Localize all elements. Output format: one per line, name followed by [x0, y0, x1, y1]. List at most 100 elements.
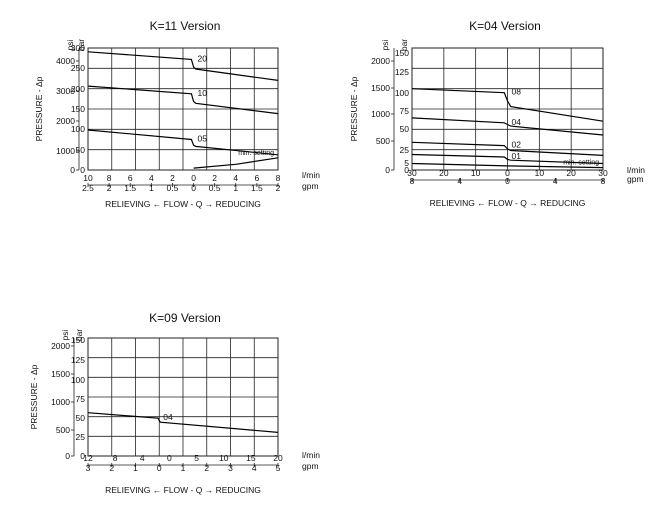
series-line-08: [411, 88, 604, 122]
bar-tick-label: 150: [71, 335, 85, 345]
plot-frame: [87, 337, 279, 457]
x-gpm-tick-label: 0.5: [167, 183, 179, 193]
bar-tick-label: 75: [400, 106, 410, 116]
x-lmin-tick-label: 2: [212, 173, 217, 183]
unit-bar: bar: [74, 329, 84, 341]
x-unit-gpm: gpm: [302, 461, 319, 471]
series-label: 05: [198, 134, 208, 144]
bar-tick-label: 50: [76, 145, 86, 155]
chart-title: K=09 Version: [149, 311, 221, 325]
flow-direction-label: RELIEVING ← FLOW - Q → REDUCING: [430, 198, 586, 208]
psi-tick-label: 1500: [51, 369, 70, 379]
x-lmin-tick-label: 20: [273, 453, 283, 463]
x-unit-gpm: gpm: [627, 174, 644, 184]
unit-bar: bar: [76, 39, 86, 51]
psi-tick-label: 0: [70, 165, 75, 175]
bar-tick-label: 75: [76, 394, 86, 404]
series-label: 04: [512, 117, 522, 127]
unit-bar: bar: [399, 39, 409, 51]
x-gpm-tick-label: 4: [553, 176, 558, 186]
unit-psi: psi: [60, 329, 70, 340]
x-lmin-tick-label: 10: [535, 168, 545, 178]
x-lmin-tick-label: 30: [598, 168, 608, 178]
x-gpm-tick-label: 2: [107, 183, 112, 193]
x-gpm-tick-label: 1: [181, 463, 186, 473]
x-lmin-tick-label: 0: [167, 453, 172, 463]
chart-title: K=04 Version: [469, 19, 541, 33]
bar-tick-label: 0: [80, 451, 85, 461]
bar-tick-label: 200: [71, 84, 85, 94]
psi-tick-label: 2000: [51, 341, 70, 351]
x-lmin-tick-label: 0: [505, 168, 510, 178]
x-lmin-tick-label: 8: [113, 453, 118, 463]
y-axis-label: PRESSURE - Δp: [34, 76, 44, 141]
series-label: 20: [198, 53, 208, 63]
psi-tick-label: 500: [376, 136, 390, 146]
series-label: 10: [198, 88, 208, 98]
bar-tick-label: 150: [395, 48, 409, 58]
bar-tick-label: 125: [71, 355, 85, 365]
psi-tick-label: 1000: [371, 109, 390, 119]
flow-direction-label: RELIEVING ← FLOW - Q → REDUCING: [105, 199, 261, 209]
x-unit-lmin: l/min: [302, 170, 320, 180]
series-line-04: [87, 412, 279, 433]
x-lmin-tick-label: 20: [439, 168, 449, 178]
x-gpm-tick-label: 8: [601, 176, 606, 186]
x-gpm-tick-label: 0.5: [209, 183, 221, 193]
plot-frame: [87, 47, 279, 171]
x-lmin-tick-label: 10: [83, 173, 93, 183]
x-gpm-tick-label: 0: [505, 176, 510, 186]
psi-tick-label: 1000: [51, 397, 70, 407]
x-lmin-tick-label: 4: [149, 173, 154, 183]
series-line-min-setting: [193, 157, 279, 169]
x-gpm-tick-label: 0: [191, 183, 196, 193]
x-gpm-tick-label: 3: [86, 463, 91, 473]
x-gpm-tick-label: 0: [157, 463, 162, 473]
x-lmin-tick-label: 5: [194, 453, 199, 463]
bar-tick-label: 300: [71, 43, 85, 53]
x-lmin-tick-label: 4: [233, 173, 238, 183]
psi-tick-label: 1000: [56, 146, 75, 156]
bar-tick-label: 150: [71, 104, 85, 114]
x-lmin-tick-label: 30: [407, 168, 417, 178]
x-lmin-tick-label: 0: [191, 173, 196, 183]
bar-tick-label: 50: [76, 413, 86, 423]
x-lmin-tick-label: 6: [255, 173, 260, 183]
series-line-05: [87, 129, 279, 156]
psi-tick-label: 4000: [56, 56, 75, 66]
bar-tick-label: 250: [71, 63, 85, 73]
y-axis-label: PRESSURE - Δp: [29, 364, 39, 429]
x-gpm-tick-label: 1: [233, 183, 238, 193]
psi-tick-label: 500: [56, 425, 70, 435]
series-label: 08: [512, 87, 522, 97]
bar-tick-label: 0: [404, 165, 409, 175]
series-line-04: [411, 117, 604, 136]
x-lmin-tick-label: 12: [83, 453, 93, 463]
x-gpm-tick-label: 2.5: [82, 183, 94, 193]
psi-tick-label: 2000: [371, 56, 390, 66]
x-lmin-tick-label: 15: [246, 453, 256, 463]
x-lmin-tick-label: 2: [170, 173, 175, 183]
x-lmin-tick-label: 10: [219, 453, 229, 463]
x-gpm-tick-label: 8: [410, 176, 415, 186]
x-gpm-tick-label: 4: [252, 463, 257, 473]
x-gpm-tick-label: 5: [276, 463, 281, 473]
series-line-02: [411, 141, 604, 156]
bar-tick-label: 50: [400, 124, 410, 134]
bar-tick-label: 0: [80, 165, 85, 175]
bar-tick-label: 25: [76, 432, 86, 442]
bar-tick-label: 125: [395, 67, 409, 77]
x-gpm-tick-label: 2: [276, 183, 281, 193]
series-line-20: [87, 51, 279, 81]
unit-psi: psi: [380, 39, 390, 50]
psi-tick-label: 0: [385, 165, 390, 175]
x-gpm-tick-label: 2: [109, 463, 114, 473]
x-lmin-tick-label: 4: [140, 453, 145, 463]
series-line-min-setting: [411, 162, 604, 169]
series-line-01: [411, 153, 604, 165]
unit-psi: psi: [65, 39, 75, 50]
psi-tick-label: 0: [65, 451, 70, 461]
